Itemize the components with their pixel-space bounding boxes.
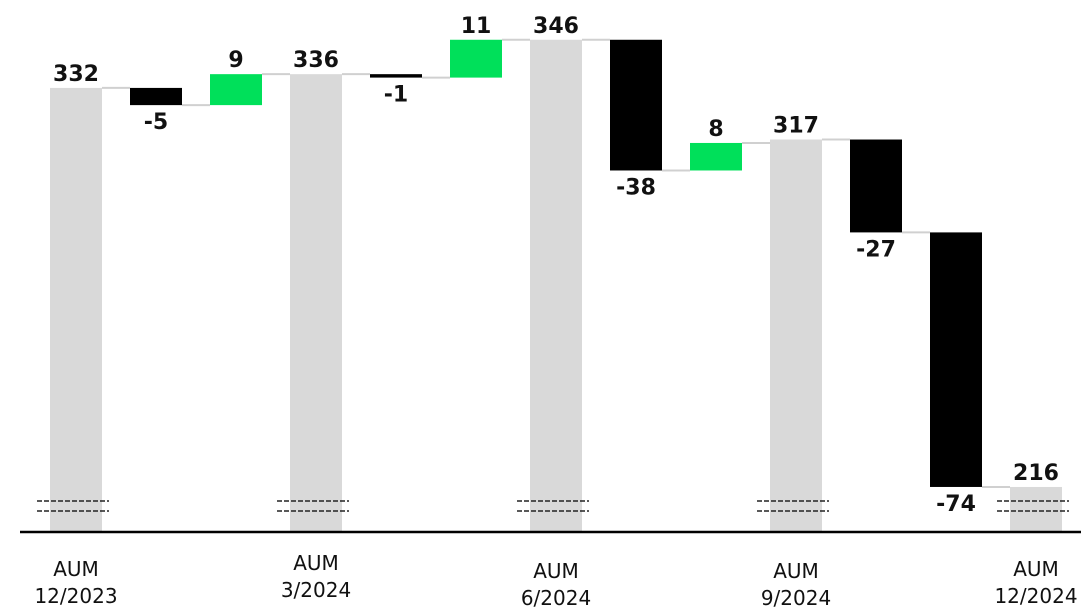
category-labels-layer: AUM 12/2023 AUM 3/2024 AUM 6/2024 AUM 9/2024 AUM…: [34, 551, 1077, 610]
category-label: AUM: [533, 559, 579, 583]
total-bar: [290, 74, 342, 532]
value-label: 9: [228, 48, 243, 73]
category-label: AUM: [773, 559, 819, 583]
total-bar: [50, 87, 102, 533]
value-label: 346: [533, 14, 579, 39]
decrease-bar: [930, 232, 982, 487]
value-labels-layer: 332 -5 9 336 -1 11 346 -38 8 317 -27 -74 216: [53, 14, 1059, 517]
value-label: -5: [144, 110, 168, 135]
value-label: 8: [708, 117, 723, 142]
value-label: -38: [616, 175, 656, 200]
value-label: 216: [1013, 461, 1059, 486]
value-label: -1: [384, 83, 408, 108]
bars-layer: [37, 38, 1069, 533]
value-label: 336: [293, 48, 339, 73]
category-label: AUM: [53, 557, 99, 581]
decrease-bar: [850, 139, 902, 233]
total-bar: [530, 39, 582, 532]
category-label: 12/2024: [994, 584, 1077, 608]
category-label: AUM: [1013, 557, 1059, 581]
category-label: AUM: [293, 551, 339, 575]
increase-bar: [450, 39, 502, 78]
value-label: 332: [53, 62, 99, 87]
category-label: 12/2023: [34, 584, 117, 608]
total-bar: [1010, 486, 1062, 532]
value-label: 11: [461, 14, 492, 39]
category-label: 6/2024: [521, 586, 591, 610]
decrease-bar: [370, 74, 422, 78]
value-label: -74: [936, 492, 976, 517]
total-bar: [770, 139, 822, 532]
decrease-bar: [130, 87, 182, 106]
category-label: 9/2024: [761, 586, 831, 610]
category-label: 3/2024: [281, 578, 351, 602]
increase-bar: [210, 74, 262, 106]
decrease-bar: [610, 39, 662, 171]
value-label: -27: [856, 237, 896, 262]
value-label: 317: [773, 114, 819, 139]
increase-bar: [690, 142, 742, 171]
